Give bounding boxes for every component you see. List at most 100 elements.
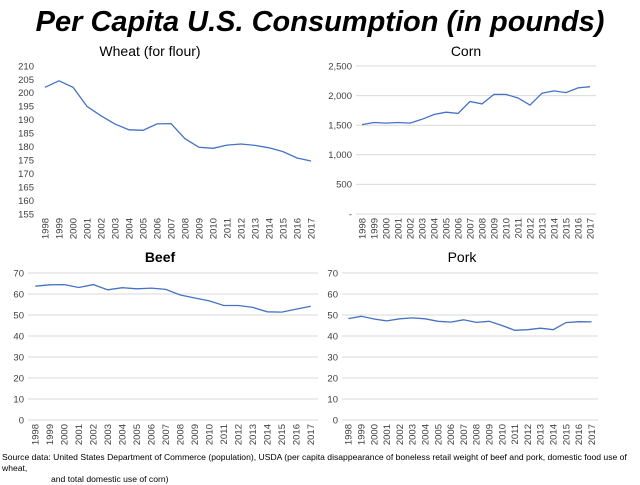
- y-tick-label: 10: [327, 394, 338, 405]
- x-tick-label: 2013: [250, 218, 261, 239]
- x-axis-labels: 1998 1999 2000 2001 2002 2003 2004 2005 2006 2007…: [357, 218, 596, 239]
- source-note-line1: Source data: United States Department of…: [2, 452, 627, 473]
- x-tick-label: 2007: [465, 218, 476, 239]
- panel-title-corn: Corn: [451, 43, 481, 59]
- x-tick-label: 2016: [292, 424, 303, 445]
- x-tick-label: 2014: [549, 424, 560, 445]
- x-tick-label: 2004: [421, 424, 432, 445]
- x-axis-labels: 1998 1999 2000 2001 2002 2003 2004 2005 2006 2007…: [344, 424, 598, 445]
- y-tick-label: 1,000: [328, 150, 352, 161]
- x-tick-label: 2017: [306, 424, 317, 445]
- x-tick-label: 2012: [523, 424, 534, 445]
- x-axis-labels: 1998 1999 2000 2001 2002 2003 2004 2005 2006 2007…: [31, 424, 317, 445]
- y-tick-label: 60: [327, 289, 338, 300]
- x-tick-label: 2015: [561, 424, 572, 445]
- x-tick-label: 2008: [477, 218, 488, 239]
- y-tick-label: 165: [18, 182, 34, 193]
- x-tick-label: 2005: [441, 218, 452, 239]
- y-tick-label: 180: [18, 142, 34, 153]
- x-tick-label: 2012: [234, 424, 245, 445]
- x-tick-label: 2010: [501, 218, 512, 239]
- x-tick-label: 2010: [205, 424, 216, 445]
- x-tick-label: 2003: [408, 424, 419, 445]
- y-tick-label: 20: [327, 373, 338, 384]
- x-tick-label: 2004: [118, 424, 129, 445]
- x-tick-label: 2001: [393, 218, 404, 239]
- x-tick-label: 2002: [405, 218, 416, 239]
- y-tick-label: 175: [18, 155, 34, 166]
- x-tick-label: 2013: [537, 218, 548, 239]
- y-tick-label: 1,500: [328, 121, 352, 132]
- y-tick-label: 50: [327, 310, 338, 321]
- y-tick-label: 70: [327, 268, 338, 279]
- y-tick-label: 40: [327, 331, 338, 342]
- x-tick-label: 2010: [497, 424, 508, 445]
- y-tick-label: 185: [18, 129, 34, 140]
- x-tick-label: 2005: [132, 424, 143, 445]
- y-tick-label: 190: [18, 115, 34, 126]
- x-tick-label: 1998: [357, 218, 368, 239]
- y-tick-label: 70: [13, 268, 24, 279]
- x-tick-label: 2001: [74, 424, 85, 445]
- y-axis-labels: 0 10 20 30 40 50 60 70: [13, 268, 24, 426]
- y-tick-label: 200: [18, 88, 34, 99]
- gridlines: [356, 65, 596, 215]
- y-tick-label: 2,000: [328, 91, 352, 102]
- y-tick-label: 205: [18, 75, 34, 86]
- y-tick-label: 2,500: [328, 61, 352, 72]
- x-tick-label: 2002: [89, 424, 100, 445]
- x-tick-label: 2007: [161, 424, 172, 445]
- x-tick-label: 2017: [587, 424, 598, 445]
- y-tick-label: 160: [18, 196, 34, 207]
- x-tick-label: 2009: [489, 218, 500, 239]
- x-tick-label: 2000: [68, 218, 79, 239]
- x-tick-label: 2011: [513, 218, 524, 238]
- x-tick-label: 2013: [248, 424, 259, 445]
- y-axis-labels: - 500 1,000 1,500 2,000 2,500: [328, 61, 352, 220]
- x-tick-label: 2000: [381, 218, 392, 239]
- x-tick-label: 2009: [485, 424, 496, 445]
- x-tick-label: 1998: [31, 424, 42, 445]
- y-tick-label: 195: [18, 102, 34, 113]
- source-note: Source data: United States Department of…: [2, 452, 638, 485]
- chart-wheat: 155 160 165 170 175 180 185 190 195 200 205 210 199…: [18, 43, 317, 239]
- x-tick-label: 1999: [45, 424, 56, 445]
- x-tick-label: 1998: [344, 424, 355, 445]
- y-tick-label: 50: [13, 310, 24, 321]
- x-tick-label: 2005: [433, 424, 444, 445]
- panel-title-wheat: Wheat (for flour): [99, 43, 200, 59]
- x-tick-label: 2014: [549, 218, 560, 239]
- x-tick-label: 2007: [459, 424, 470, 445]
- x-tick-label: 2003: [103, 424, 114, 445]
- panel-title-pork: Pork: [448, 249, 478, 265]
- x-tick-label: 2006: [152, 218, 163, 239]
- x-tick-label: 2004: [124, 218, 135, 239]
- x-tick-label: 2006: [147, 424, 158, 445]
- y-tick-label: 40: [13, 331, 24, 342]
- y-axis-labels: 0 10 20 30 40 50 60 70: [327, 268, 338, 426]
- x-tick-label: 2000: [369, 424, 380, 445]
- x-tick-label: 2008: [176, 424, 187, 445]
- x-tick-label: 2009: [190, 424, 201, 445]
- x-tick-label: 1999: [54, 218, 65, 239]
- x-tick-label: 2016: [292, 218, 303, 239]
- x-tick-label: 2012: [525, 218, 536, 239]
- x-tick-label: 2005: [138, 218, 149, 239]
- y-tick-label: 210: [18, 61, 34, 72]
- x-tick-label: 1998: [40, 218, 51, 239]
- x-tick-label: 2011: [510, 424, 521, 444]
- x-tick-label: 2003: [110, 218, 121, 239]
- x-tick-label: 2000: [60, 424, 71, 445]
- x-tick-label: 2008: [472, 424, 483, 445]
- x-tick-label: 2014: [264, 218, 275, 239]
- chart-pork: 0 10 20 30 40 50 60 70 1998 1999 2000 2001 2002 2003…: [327, 249, 598, 445]
- x-tick-label: 2016: [574, 424, 585, 445]
- y-tick-label: 10: [13, 394, 24, 405]
- chart-beef: 0 10 20 30 40 50 60 70 1998 1999 2000 2001 2002 2003…: [13, 249, 318, 445]
- x-tick-label: 2012: [236, 218, 247, 239]
- x-axis-labels: 1998 1999 2000 2001 2002 2003 2004 2005 2006 2007…: [40, 218, 317, 239]
- x-tick-label: 2015: [278, 218, 289, 239]
- y-tick-label: 170: [18, 169, 34, 180]
- gridlines: [28, 272, 318, 421]
